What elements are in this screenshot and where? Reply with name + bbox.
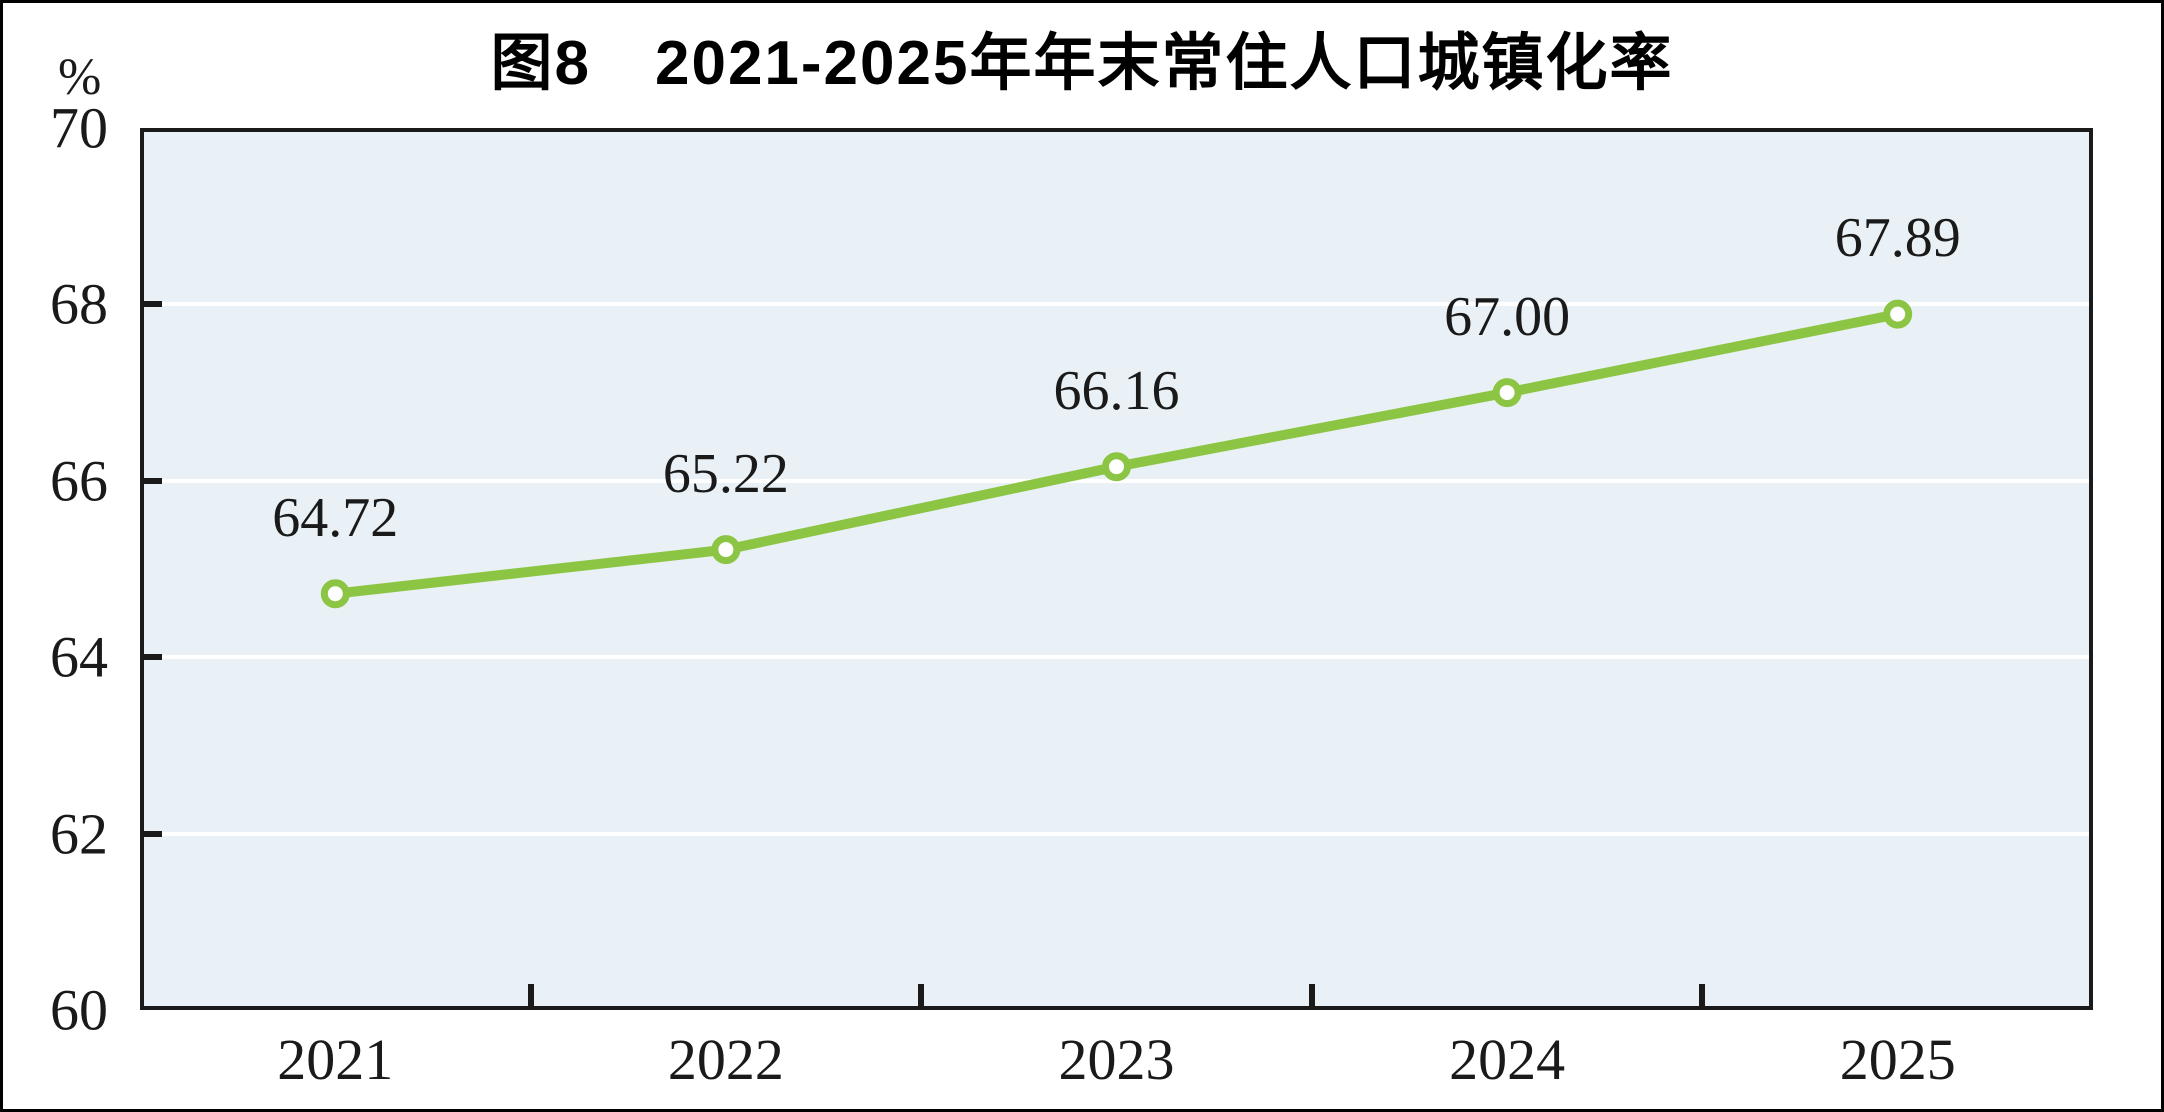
x-tick-label: 2021 xyxy=(277,1027,394,1092)
y-axis-tick-mark xyxy=(140,654,162,661)
data-label: 66.16 xyxy=(1053,359,1180,422)
data-label: 64.72 xyxy=(272,486,399,549)
data-point-marker xyxy=(1492,378,1522,408)
x-tick-label: 2024 xyxy=(1449,1027,1566,1092)
y-tick-label: 64 xyxy=(50,624,108,690)
data-label: 65.22 xyxy=(662,442,789,505)
y-tick-label: 66 xyxy=(50,448,108,514)
x-axis-tick-mark xyxy=(1308,984,1315,1010)
x-tick-label: 2022 xyxy=(667,1027,784,1092)
plot-area xyxy=(140,128,2093,1010)
data-point-marker xyxy=(1883,299,1913,329)
y-tick-label: 70 xyxy=(50,95,108,161)
x-axis-tick-mark xyxy=(1699,984,1706,1010)
data-point-marker xyxy=(1102,452,1131,482)
x-axis-tick-mark xyxy=(918,984,925,1010)
x-tick-label: 2025 xyxy=(1839,1027,1956,1092)
y-tick-label: 68 xyxy=(50,271,108,337)
chart-title: 图8 2021-2025年年末常住人口城镇化率 xyxy=(490,29,1674,98)
grid-line xyxy=(140,831,2093,836)
data-point-marker xyxy=(711,535,741,565)
grid-line xyxy=(140,302,2093,307)
data-label: 67.89 xyxy=(1834,207,1961,270)
data-point-marker xyxy=(320,579,350,609)
x-axis-tick-mark xyxy=(527,984,534,1010)
x-tick-label: 2023 xyxy=(1058,1027,1175,1092)
grid-line xyxy=(140,655,2093,660)
y-tick-label: 60 xyxy=(50,977,108,1043)
y-axis-tick-mark xyxy=(140,477,162,484)
y-axis-tick-mark xyxy=(140,301,162,308)
y-tick-label: 62 xyxy=(50,801,108,867)
data-label: 67.00 xyxy=(1444,285,1571,348)
y-axis-unit-label: % xyxy=(58,49,102,106)
y-axis-tick-mark xyxy=(140,830,162,837)
